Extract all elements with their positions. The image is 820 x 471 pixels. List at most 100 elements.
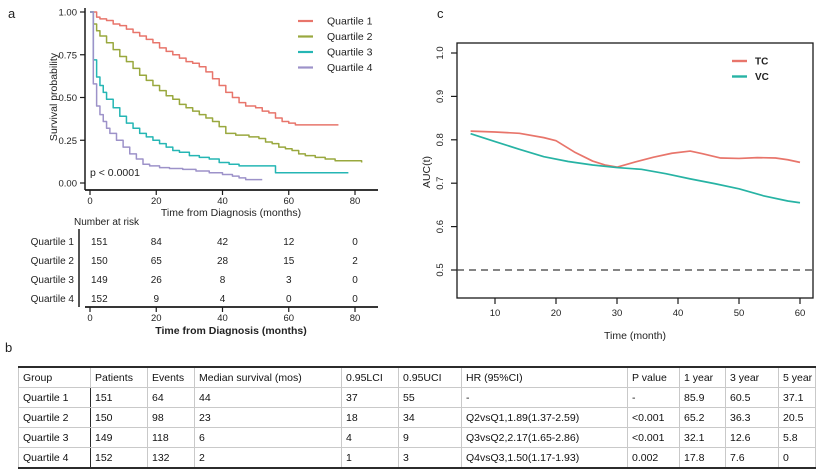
panel-c-label: c: [437, 6, 444, 21]
table-cell: 12.6: [725, 427, 779, 448]
risk-x-tick-label: 20: [151, 313, 162, 324]
table-cell: 6: [194, 427, 342, 448]
legend-label: TC: [755, 57, 768, 68]
table-cell: 60.5: [725, 387, 779, 408]
table-cell: 18: [341, 407, 399, 428]
table-cell: 2: [194, 447, 342, 469]
table-row-quartile4: Quartile 4 152 132 2 1 3 Q4vsQ3,1.50(1.1…: [18, 447, 816, 469]
risk-row-label: Quartile 4: [31, 294, 75, 305]
table-cell: 149: [90, 427, 148, 448]
y-tick-label: 1.00: [59, 8, 78, 19]
table-cell: Quartile 2: [18, 407, 91, 428]
risk-count: 3: [286, 275, 292, 286]
table-cell: 118: [147, 427, 195, 448]
pvalue-annotation: p < 0.0001: [90, 167, 140, 179]
x-tick-label: 40: [217, 196, 228, 207]
column-header-median-survival: Median survival (mos): [194, 366, 342, 388]
legend-label: VC: [755, 72, 769, 83]
legend-label: Quartile 2: [327, 31, 373, 43]
plot-box: [456, 42, 814, 299]
table-cell: 34: [398, 407, 462, 428]
table-cell: 37: [341, 387, 399, 408]
risk-count: 2: [352, 256, 358, 267]
risk-x-tick-label: 0: [87, 313, 92, 324]
summary-table: Group Patients Events Median survival (m…: [18, 366, 816, 469]
x-axis-title: Time (month): [604, 330, 666, 342]
km-curve-quartile-4: [90, 11, 263, 181]
y-axis-title: AUC(t): [421, 156, 433, 188]
y-tick-label: 0.50: [59, 93, 78, 104]
risk-count: 0: [352, 237, 358, 248]
legend-label: Quartile 3: [327, 47, 373, 59]
table-cell: Quartile 4: [18, 447, 91, 469]
table-cell: -: [461, 387, 628, 408]
risk-count: 150: [91, 256, 108, 267]
y-tick-label: 0.5: [435, 263, 446, 276]
column-header-patients: Patients: [90, 366, 148, 388]
x-tick-label: 60: [283, 196, 294, 207]
y-axis-title: Survival probability: [48, 52, 60, 141]
table-cell: Quartile 3: [18, 427, 91, 448]
risk-row-label: Quartile 3: [31, 275, 75, 286]
x-tick-label: 60: [795, 308, 806, 319]
risk-count: 4: [220, 294, 226, 305]
y-tick-label: 1.0: [435, 46, 446, 59]
risk-count: 152: [91, 294, 108, 305]
x-tick-label: 20: [151, 196, 162, 207]
table-cell: 20.5: [778, 407, 816, 428]
legend-label: Quartile 1: [327, 16, 373, 28]
x-tick-label: 50: [734, 308, 745, 319]
table-cell: 4: [341, 427, 399, 448]
x-tick-label: 10: [490, 308, 501, 319]
table-cell: 151: [90, 387, 148, 408]
table-cell: 65.2: [679, 407, 726, 428]
table-row-quartile2: Quartile 2 150 98 23 18 34 Q2vsQ1,1.89(1…: [18, 407, 816, 428]
risk-count: 9: [153, 294, 159, 305]
column-header-1year: 1 year: [679, 366, 726, 388]
table-cell: 37.1: [778, 387, 816, 408]
risk-table-title: Number at risk: [74, 217, 140, 228]
column-header-lci: 0.95LCI: [341, 366, 399, 388]
table-cell: Quartile 1: [18, 387, 91, 408]
risk-count: 15: [283, 256, 295, 267]
risk-count: 151: [91, 237, 108, 248]
table-cell: <0.001: [627, 407, 680, 428]
y-tick-label: 0.25: [59, 136, 78, 147]
column-header-3year: 3 year: [725, 366, 779, 388]
y-tick-label: 0.9: [435, 90, 446, 103]
column-header-5year: 5 year: [778, 366, 816, 388]
risk-count: 42: [217, 237, 229, 248]
column-header-events: Events: [147, 366, 195, 388]
risk-count: 12: [283, 237, 295, 248]
auc-time-plot: 0.5 0.6 0.7 0.8 0.9 1.0 10 20 30 40 50 60 Time (mont…: [421, 42, 814, 342]
table-cell: 44: [194, 387, 342, 408]
risk-count: 28: [217, 256, 229, 267]
table-cell: 132: [147, 447, 195, 469]
risk-count: 0: [352, 275, 358, 286]
x-axis-title: Time from Diagnosis (months): [161, 207, 301, 219]
table-cell: 5.8: [778, 427, 816, 448]
table-cell: 55: [398, 387, 462, 408]
y-tick-label: 0.75: [59, 50, 78, 61]
km-curve-quartile-1: [90, 11, 339, 126]
x-tick-label: 30: [612, 308, 623, 319]
table-cell: 85.9: [679, 387, 726, 408]
table-cell: 98: [147, 407, 195, 428]
table-cell: Q2vsQ1,1.89(1.37-2.59): [461, 407, 628, 428]
table-row-quartile3: Quartile 3 149 118 6 4 9 Q3vsQ2,2.17(1.6…: [18, 427, 816, 448]
x-tick-label: 80: [350, 196, 361, 207]
risk-x-tick-label: 40: [217, 313, 228, 324]
risk-count: 0: [352, 294, 358, 305]
table-cell: 36.3: [725, 407, 779, 428]
table-cell: 7.6: [725, 447, 779, 469]
x-tick-label: 20: [551, 308, 562, 319]
panel-a-label: a: [8, 6, 16, 21]
table-cell: 9: [398, 427, 462, 448]
column-header-hr: HR (95%CI): [461, 366, 628, 388]
table-cell: 64: [147, 387, 195, 408]
table-cell: 32.1: [679, 427, 726, 448]
risk-count: 8: [220, 275, 226, 286]
column-header-pvalue: P value: [627, 366, 680, 388]
